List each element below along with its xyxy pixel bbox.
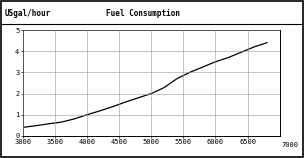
- Text: USgal/hour: USgal/hour: [5, 9, 51, 18]
- Text: Fuel Consumption: Fuel Consumption: [106, 9, 180, 18]
- Text: 7000: 7000: [281, 142, 298, 148]
